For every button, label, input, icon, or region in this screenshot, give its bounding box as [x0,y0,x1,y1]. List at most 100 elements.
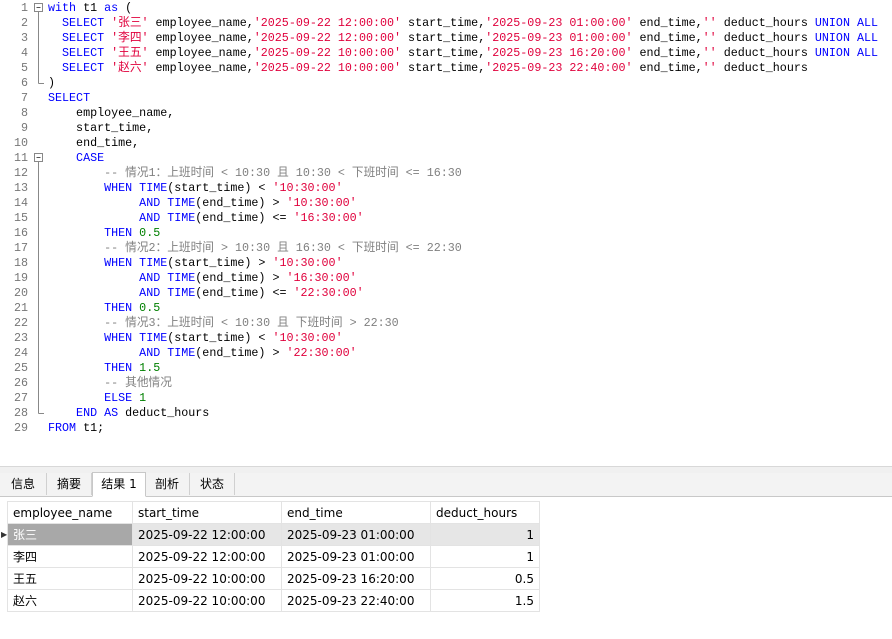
table-cell: 2025-09-22 12:00:00 [132,523,282,546]
code-token: '2025-09-22 12:00:00' [253,31,402,45]
code-token: '16:30:00' [286,271,357,285]
code-token: SELECT [48,16,105,30]
code-line: -- 情况2：上班时间 > 10:30 且 16:30 < 下班时间 <= 22… [48,241,462,256]
code-token: '2025-09-23 01:00:00' [485,16,633,30]
code-token: employee_name, [148,61,254,75]
code-token: SELECT [48,46,105,60]
code-line: start_time, [48,121,153,136]
sql-editor[interactable]: 1 with t1 as (2 SELECT '张三' employee_name… [0,0,892,466]
line-number: 18 [13,256,28,270]
code-token: AND TIME [48,196,196,210]
line-number: 3 [20,31,28,45]
code-token: '李四' [111,31,149,45]
table-cell: 2025-09-22 10:00:00 [132,589,282,612]
code-token: '张三' [111,16,149,30]
code-token: deduct_hours [716,61,808,75]
code-line: SELECT '张三' employee_name,'2025-09-22 12… [48,16,878,31]
code-token: employee_name, [148,46,254,60]
code-token: (end_time) > [195,346,287,360]
table-cell: 2025-09-23 22:40:00 [281,589,431,612]
code-line: -- 其他情况 [48,376,172,391]
table-row[interactable]: 王五 2025-09-22 10:00:00 2025-09-23 16:20:00… [7,567,540,590]
code-token: '' [702,31,717,45]
code-token: AND TIME [48,346,196,360]
line-number: 1 [20,1,28,15]
code-line: SELECT [48,91,90,106]
column-header[interactable]: deduct_hours [430,501,540,524]
line-number: 2 [20,16,28,30]
line-number: 22 [13,316,28,330]
splitter[interactable] [0,466,892,473]
tab[interactable]: 摘要 [47,473,92,495]
tab[interactable]: 结果 1 [92,472,146,497]
code-token: 0.5 [132,226,161,240]
code-token: end_time, [632,46,703,60]
code-token: start_time, [401,31,486,45]
tab[interactable]: 剖析 [145,473,190,495]
table-row[interactable]: 张三 2025-09-22 12:00:00 2025-09-23 01:00:00… [7,523,540,546]
column-header[interactable]: end_time [281,501,431,524]
code-line: -- 情况1：上班时间 < 10:30 且 10:30 < 下班时间 <= 16… [48,166,462,181]
tab[interactable]: 状态 [190,473,235,495]
tab[interactable]: 信息 [0,473,47,495]
code-token: ELSE [48,391,133,405]
code-line: ELSE 1 [48,391,146,406]
code-token: '10:30:00' [272,331,343,345]
code-line: AND TIME(end_time) <= '22:30:00' [48,286,363,301]
line-number: 24 [13,346,28,360]
code-token: (end_time) <= [195,286,294,300]
code-token: employee_name, [148,31,254,45]
code-token: UNION ALL [814,31,879,45]
code-line: WHEN TIME(start_time) < '10:30:00' [48,331,343,346]
code-line: employee_name, [48,106,174,121]
code-token: '16:30:00' [293,211,364,225]
line-number: 9 [20,121,28,135]
code-token: UNION ALL [814,46,879,60]
code-token: '10:30:00' [272,181,343,195]
line-number: 8 [20,106,28,120]
line-number: 23 [13,331,28,345]
code-token: (end_time) <= [195,211,294,225]
code-token: SELECT [48,31,105,45]
code-token: AND TIME [48,286,196,300]
code-token: t1; [76,421,105,435]
table-cell: 2025-09-22 12:00:00 [132,545,282,568]
code-token: t1 [76,1,105,15]
code-token: end_time, [48,136,140,150]
line-number: 12 [13,166,28,180]
code-line: end_time, [48,136,139,151]
code-token: '2025-09-23 01:00:00' [485,31,633,45]
column-header[interactable]: employee_name [7,501,133,524]
code-token: END AS [48,406,119,420]
code-token: 0.5 [132,301,161,315]
line-number: 7 [20,91,28,105]
code-token: AND TIME [48,271,196,285]
line-number: 21 [13,301,28,315]
code-token: deduct_hours [716,16,815,30]
column-header[interactable]: start_time [132,501,282,524]
code-token: -- 情况1：上班时间 < 10:30 且 10:30 < 下班时间 <= 16… [48,166,462,180]
code-token: '2025-09-22 12:00:00' [253,16,402,30]
table-row[interactable]: 李四 2025-09-22 12:00:00 2025-09-23 01:00:00… [7,545,540,568]
code-token: start_time, [401,61,486,75]
table-cell: 张三 [7,523,133,546]
line-number: 13 [13,181,28,195]
code-token: '' [702,46,717,60]
table-cell: 1 [430,545,540,568]
code-token: WHEN TIME [48,181,168,195]
code-token: CASE [48,151,105,165]
code-token: employee_name, [148,16,254,30]
code-line: FROM t1; [48,421,104,436]
code-line: THEN 0.5 [48,226,160,241]
line-number: 5 [20,61,28,75]
code-token: '2025-09-22 10:00:00' [253,61,402,75]
table-cell: 1 [430,523,540,546]
code-token: (end_time) > [195,271,287,285]
code-token: '' [702,61,717,75]
line-number: 4 [20,46,28,60]
table-cell: 2025-09-22 10:00:00 [132,567,282,590]
table-row[interactable]: 赵六 2025-09-22 10:00:00 2025-09-23 22:40:00… [7,589,540,612]
code-token: (start_time) > [167,256,273,270]
fold-gutter [34,3,44,414]
